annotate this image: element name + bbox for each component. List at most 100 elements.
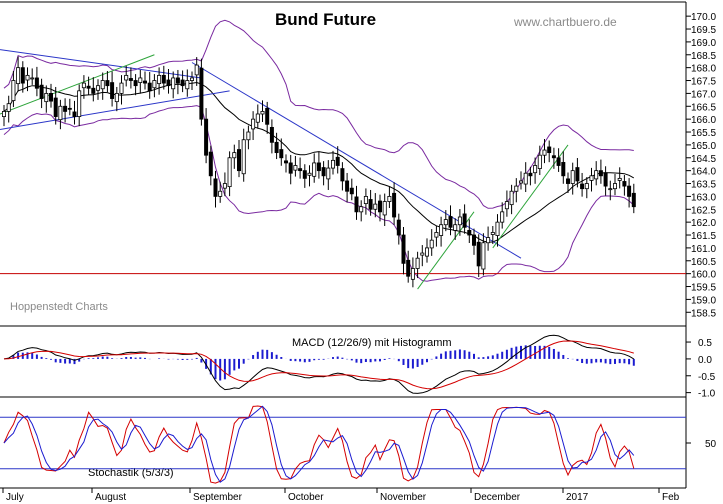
price-axis-label: 169.5 [691, 25, 716, 36]
candle-body [551, 155, 556, 159]
candle-body [514, 185, 519, 192]
candle-body [274, 141, 279, 154]
price-candles [2, 56, 636, 288]
macd-axis-label: -1.0 [698, 389, 716, 400]
candle-body [622, 181, 627, 187]
candle-body [142, 80, 147, 84]
candle-body [298, 168, 303, 172]
time-axis-label: November [380, 492, 427, 503]
triangle-lower-line [0, 90, 230, 130]
candle-body [114, 93, 119, 103]
stochastic-panel [0, 405, 686, 484]
price-axis-label: 165.0 [691, 141, 716, 152]
candle-body [175, 77, 180, 84]
candle-body [631, 192, 636, 208]
candle-body [180, 79, 185, 87]
triangle-upper-line [0, 49, 202, 79]
candle-body [471, 234, 476, 246]
candle-body [326, 167, 331, 180]
stoch-axis-label: 50 [705, 439, 717, 450]
candle-body [401, 234, 406, 264]
candle-body [495, 221, 500, 236]
candle-body [368, 199, 373, 210]
candle-body [128, 78, 133, 81]
candle-body [58, 105, 63, 121]
macd-signal-line [3, 340, 634, 390]
candle-body [67, 107, 72, 110]
candle-body [627, 185, 632, 197]
price-axis-label: 168.5 [691, 51, 716, 62]
candle-body [481, 242, 486, 270]
price-axis-label: 161.0 [691, 244, 716, 255]
candle-body [255, 113, 260, 123]
candle-body [396, 219, 401, 236]
candle-body [236, 149, 241, 172]
candle-body [279, 149, 284, 159]
time-axis-label: December [474, 492, 521, 503]
candle-body [462, 213, 467, 228]
price-axis-label: 167.0 [691, 89, 716, 100]
source-label: Hoppenstedt Charts [10, 301, 108, 313]
candle-body [589, 175, 594, 181]
candle-body [486, 237, 491, 244]
candle-body [96, 85, 101, 91]
candle-body [528, 172, 533, 177]
candle-body [476, 241, 481, 267]
candle-body [293, 165, 298, 171]
candle-body [91, 87, 96, 94]
time-axis-label: Feb [662, 492, 680, 503]
candle-body [584, 183, 589, 190]
macd-panel [3, 334, 635, 394]
stochastic-k-line [3, 405, 635, 484]
price-axis-label: 159.0 [691, 295, 716, 306]
price-axis-label: 169.0 [691, 38, 716, 49]
candle-body [387, 195, 392, 202]
candle-body [439, 224, 444, 236]
candle-body [6, 103, 11, 112]
macd-label: MACD (12/26/9) mit Histogramm [292, 337, 452, 349]
candle-body [260, 111, 265, 115]
candle-body [185, 80, 190, 90]
time-axis-label: 2017 [566, 492, 589, 503]
candle-body [194, 64, 199, 76]
price-axis-label: 166.0 [691, 115, 716, 126]
candle-body [124, 74, 129, 81]
candle-body [519, 180, 524, 184]
candle-body [500, 211, 505, 223]
candle-body [199, 67, 204, 120]
price-axis-label: 160.0 [691, 270, 716, 281]
candle-body [30, 77, 35, 80]
candle-body [105, 80, 110, 87]
watermark: www.chartbuero.de [513, 15, 617, 29]
time-axis-label: July [6, 492, 24, 503]
candle-body [363, 195, 368, 205]
candle-body [613, 183, 618, 190]
candle-body [49, 93, 54, 102]
candle-body [166, 79, 171, 87]
price-axis-label: 164.5 [691, 154, 716, 165]
candle-body [246, 131, 251, 141]
candle-body [288, 162, 293, 174]
candle-body [434, 232, 439, 238]
candle-body [424, 247, 429, 257]
candle-body [189, 77, 194, 81]
candle-body [44, 93, 49, 103]
candle-body [580, 183, 585, 190]
uptrend-channel-december [492, 144, 569, 249]
candle-body [81, 82, 86, 89]
candle-body [11, 80, 16, 102]
candle-body [147, 82, 152, 92]
candle-body [349, 187, 354, 195]
price-axis-label: 158.5 [691, 308, 716, 319]
price-axis-label: 170.0 [691, 12, 716, 23]
candle-body [39, 84, 44, 99]
candle-body [448, 216, 453, 228]
candle-body [457, 216, 462, 226]
candle-body [283, 160, 288, 164]
time-axis-label: August [95, 492, 126, 503]
candle-body [537, 154, 542, 169]
candle-body [415, 257, 420, 269]
